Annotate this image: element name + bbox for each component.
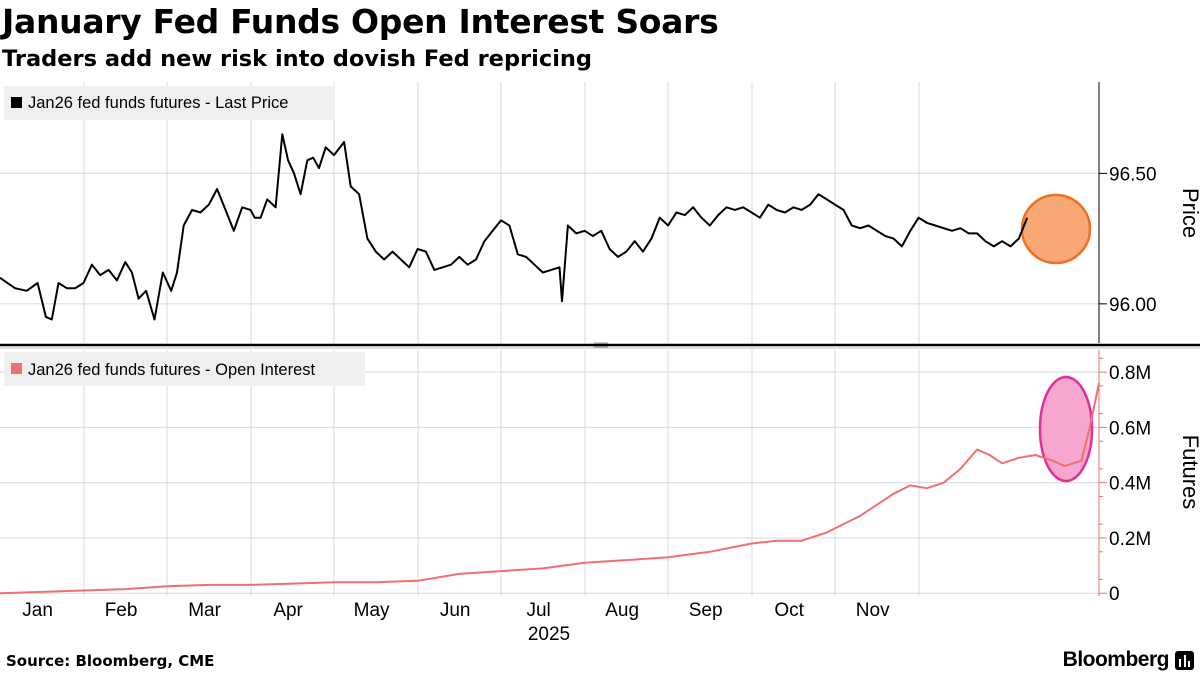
x-tick-label: Aug [605,600,639,621]
price-legend-swatch [11,97,22,108]
oi-y-ticks: 0 0.2M 0.4M 0.6M 0.8M [1099,357,1151,605]
x-tick-label: Sep [689,600,723,621]
price-y-ticks: 96.00 96.50 [1099,164,1157,316]
open-interest-series-line [0,382,1100,595]
x-axis-labels: Jan Feb Mar Apr May Jun Jul Aug Sep Oct Nov [22,600,890,621]
price-legend-background [4,86,335,120]
x-tick-label: May [354,600,390,621]
x-axis-year-label: 2025 [528,624,570,645]
price-legend-label: Jan26 fed funds futures - Last Price [28,94,288,112]
x-tick-label: Jun [440,600,471,621]
x-tick-label: Nov [856,600,890,621]
oi-highlight-ellipse [1038,375,1094,483]
price-tick-label: 96.50 [1109,164,1157,185]
source-note: Source: Bloomberg, CME [6,652,215,670]
oi-tick-label: 0.6M [1109,418,1151,439]
oi-tick-label: 0 [1109,584,1120,605]
oi-tick-label: 0.8M [1109,363,1151,384]
brand-wordmark: Bloomberg [1062,648,1170,671]
chart-subtitle: Traders add new risk into dovish Fed rep… [2,46,593,72]
bloomberg-chart-icon [1175,650,1194,670]
price-tick-label: 96.00 [1109,295,1157,316]
chart-title: January Fed Funds Open Interest Soars [2,2,719,41]
price-axis-title: Price [1178,188,1200,238]
x-tick-label: Oct [774,600,804,621]
oi-legend-background [4,352,365,386]
oi-legend-swatch [11,363,22,374]
oi-tick-label: 0.2M [1109,529,1151,550]
x-tick-label: Apr [273,600,303,621]
x-tick-label: Mar [188,600,221,621]
oi-legend[interactable]: Jan26 fed funds futures - Open Interest [4,352,365,386]
price-series-line [0,133,1029,321]
horizontal-gridlines [0,172,1099,594]
oi-axis-title: Futures [1178,435,1200,510]
vertical-gridlines [83,82,920,596]
oi-legend-label: Jan26 fed funds futures - Open Interest [28,361,316,379]
x-tick-label: Jul [526,600,550,621]
x-tick-label: Feb [105,600,138,621]
bloomberg-logo: Bloomberg [1063,648,1194,672]
panel-resize-handle[interactable] [594,342,608,348]
price-legend[interactable]: Jan26 fed funds futures - Last Price [4,86,335,120]
x-tick-label: Jan [22,600,53,621]
price-highlight-circle [1020,193,1092,265]
oi-tick-label: 0.4M [1109,474,1151,495]
